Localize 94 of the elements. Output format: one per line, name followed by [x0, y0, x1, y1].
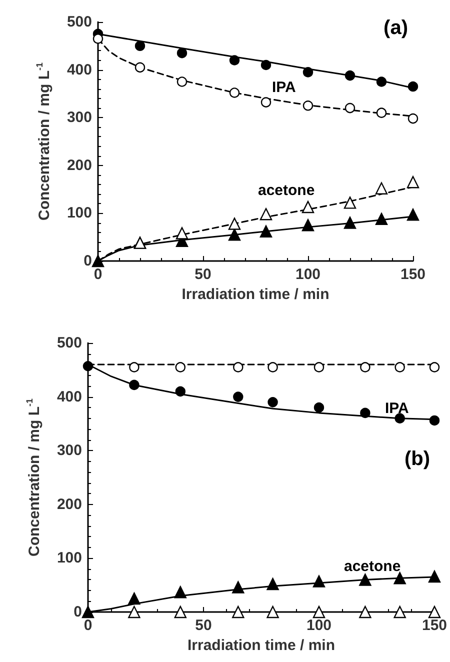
- x-tick-label: 100: [295, 266, 321, 283]
- point: [312, 575, 326, 588]
- point: [176, 76, 188, 87]
- point: [129, 380, 140, 390]
- point: [228, 218, 241, 230]
- point: [360, 362, 370, 372]
- point: [429, 415, 440, 426]
- point: [314, 362, 324, 372]
- x-tick-label: 0: [94, 266, 102, 283]
- point: [344, 70, 356, 81]
- y-axis-title: Concentration / mg L-1: [34, 62, 53, 220]
- point: [134, 62, 146, 73]
- point: [344, 102, 356, 114]
- point: [174, 606, 186, 618]
- point: [232, 606, 244, 618]
- annotation: (a): [384, 17, 408, 39]
- point: [312, 606, 326, 618]
- point: [344, 196, 356, 209]
- point: [232, 581, 244, 594]
- point: [376, 76, 387, 87]
- point: [302, 219, 314, 232]
- x-axis-title: Irradiation time / min: [187, 636, 336, 654]
- point: [229, 88, 240, 98]
- point: [268, 362, 278, 372]
- y-tick-label: 200: [66, 156, 92, 174]
- point: [134, 40, 146, 51]
- point: [260, 225, 272, 238]
- point: [360, 408, 370, 418]
- point: [129, 362, 140, 372]
- point: [314, 402, 324, 413]
- point: [359, 606, 372, 618]
- x-tick-label: 150: [400, 266, 426, 283]
- y-tick-label: 300: [56, 442, 82, 460]
- point: [302, 100, 314, 111]
- x-tick-label: 50: [194, 266, 212, 283]
- point: [174, 586, 186, 598]
- x-tick-label: 100: [306, 617, 332, 634]
- point: [92, 254, 104, 268]
- point: [408, 81, 418, 92]
- point: [359, 574, 372, 586]
- point: [260, 208, 272, 220]
- point: [229, 55, 240, 66]
- point: [176, 48, 188, 58]
- annotation: IPA: [272, 79, 296, 96]
- point: [175, 362, 186, 372]
- point: [302, 200, 314, 214]
- point: [266, 606, 279, 618]
- point: [228, 228, 241, 241]
- y-tick-label: 200: [56, 496, 82, 513]
- y-tick-label: 400: [66, 61, 92, 78]
- point: [375, 182, 388, 194]
- y-tick-label: 400: [56, 388, 82, 406]
- point: [260, 97, 272, 108]
- point: [175, 386, 186, 397]
- point: [429, 362, 440, 372]
- point: [394, 362, 405, 372]
- point: [344, 216, 356, 229]
- point: [233, 392, 244, 402]
- y-axis-title: Concentration / mg L-1: [24, 398, 43, 556]
- y-tick-label: 0: [84, 252, 92, 270]
- point: [176, 227, 188, 240]
- point: [260, 60, 272, 70]
- point: [82, 606, 94, 618]
- y-tick-label: 300: [66, 109, 92, 126]
- point: [394, 606, 406, 618]
- point: [408, 113, 418, 124]
- y-tick-label: 500: [56, 334, 82, 352]
- point: [406, 176, 420, 188]
- x-axis-title: Irradiation time / min: [182, 286, 330, 303]
- annotation: IPA: [385, 400, 410, 417]
- point: [428, 570, 441, 583]
- y-tick-label: 0: [74, 604, 82, 620]
- x-tick-label: 150: [422, 617, 447, 634]
- point: [375, 212, 388, 226]
- point: [394, 413, 405, 424]
- point: [92, 34, 104, 44]
- y-tick-label: 500: [66, 14, 92, 30]
- annotation: acetone: [258, 182, 315, 199]
- point: [128, 592, 140, 605]
- point: [128, 606, 140, 618]
- point: [233, 362, 244, 372]
- point: [406, 208, 420, 221]
- point: [266, 578, 279, 590]
- annotation: (b): [404, 448, 430, 470]
- point: [428, 606, 441, 618]
- point: [82, 361, 94, 372]
- annotation: acetone: [344, 558, 401, 575]
- point: [268, 397, 278, 408]
- point: [376, 108, 387, 118]
- x-tick-label: 50: [195, 617, 212, 634]
- point: [302, 67, 314, 78]
- y-tick-label: 100: [66, 204, 92, 222]
- y-tick-label: 100: [56, 550, 82, 567]
- point: [394, 572, 406, 584]
